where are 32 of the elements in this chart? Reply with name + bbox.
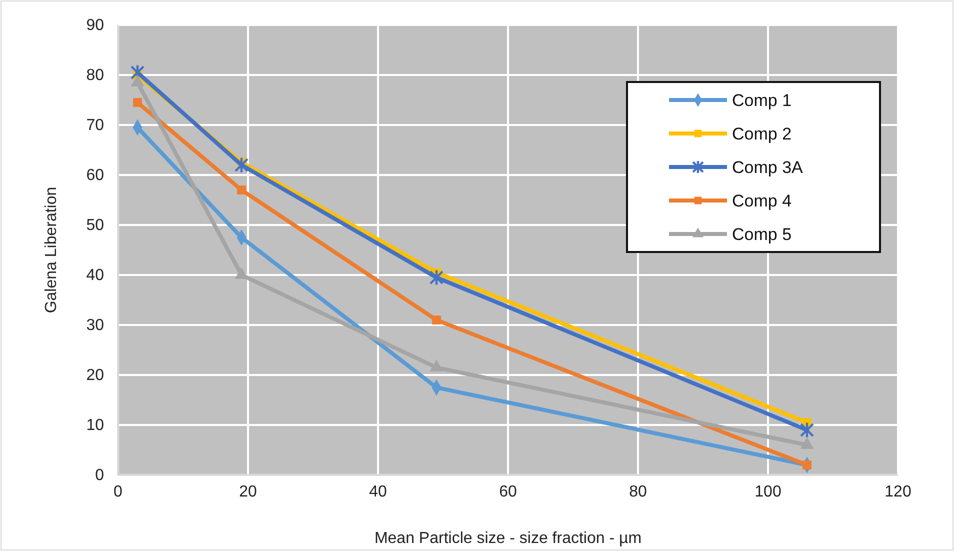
point (800, 422, 814, 438)
point (133, 98, 142, 107)
x-tick-label: 100 (754, 483, 782, 500)
legend-label: Comp 5 (732, 225, 792, 244)
point (130, 64, 145, 81)
y-tick-label: 0 (95, 467, 104, 484)
x-tick-label: 60 (499, 483, 517, 500)
y-tick-label: 30 (86, 317, 104, 334)
legend-label: Comp 4 (732, 192, 792, 210)
y-tick-label: 40 (86, 267, 104, 284)
y-tick-label: 90 (86, 17, 104, 34)
x-tick-label: 120 (884, 483, 912, 500)
x-tick-label: 80 (629, 483, 647, 500)
y-tick-label: 50 (86, 217, 104, 234)
y-tick-label: 80 (86, 67, 104, 84)
y-tick-label: 60 (86, 167, 104, 184)
point (802, 460, 812, 470)
legend-label: Comp 2 (732, 124, 792, 144)
y-tick-label: 10 (86, 417, 104, 434)
point (234, 156, 249, 174)
legend-label: Comp 3A (732, 158, 804, 177)
point (429, 269, 444, 286)
y-tick-label: 20 (86, 367, 104, 384)
y-tick-label: 70 (86, 117, 104, 134)
y-axis-title: Galena Liberation (43, 186, 60, 314)
point (237, 186, 246, 194)
x-tick-label: 0 (114, 483, 123, 500)
x-axis-title: Mean Particle size - size fraction - µm (374, 530, 642, 547)
x-tick-label: 40 (369, 483, 387, 500)
point (432, 316, 441, 324)
x-tick-label: 20 (239, 483, 257, 500)
legend-label: Comp 1 (732, 91, 792, 110)
